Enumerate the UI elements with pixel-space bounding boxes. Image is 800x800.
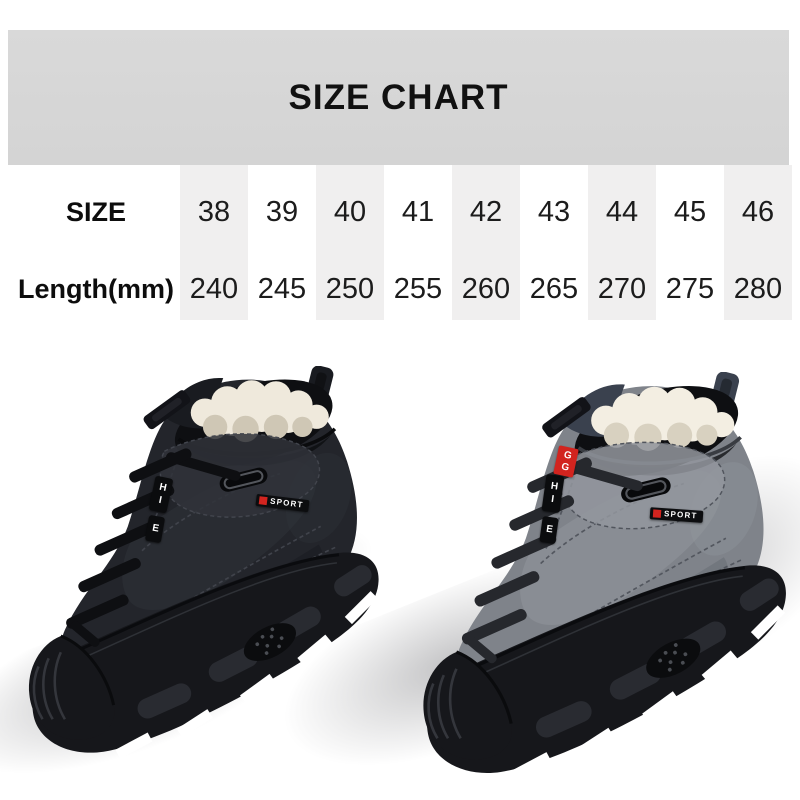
black-shoe-image xyxy=(14,366,400,772)
red-square-icon xyxy=(652,509,662,518)
length-value: 260 xyxy=(452,259,520,320)
size-value: 44 xyxy=(588,165,656,259)
grey-shoe-image xyxy=(408,372,800,793)
size-value: 39 xyxy=(265,195,299,228)
size-value: 46 xyxy=(724,165,792,259)
length-value: 240 xyxy=(180,259,248,320)
length-value: 255 xyxy=(393,273,443,305)
red-square-icon xyxy=(258,496,268,506)
length-value: 245 xyxy=(257,273,307,305)
size-value: 42 xyxy=(452,165,520,259)
size-value: 45 xyxy=(673,195,707,228)
size-value: 40 xyxy=(316,165,384,259)
length-value: 270 xyxy=(588,259,656,320)
page-title: SIZE CHART xyxy=(288,77,509,117)
row-label-size: SIZE xyxy=(65,196,126,227)
size-value: 41 xyxy=(401,195,435,228)
length-value: 280 xyxy=(724,259,792,320)
length-value: 275 xyxy=(665,273,715,305)
sport-label-text: SPORT xyxy=(269,496,305,510)
row-label-length: Length(mm) xyxy=(18,274,174,304)
title-banner: SIZE CHART xyxy=(8,30,789,165)
size-value: 38 xyxy=(180,165,248,259)
size-value: 43 xyxy=(537,195,571,228)
length-value: 250 xyxy=(316,259,384,320)
size-table: SIZE 38 39 40 41 42 43 44 45 46 Length(m… xyxy=(12,165,792,320)
length-value: 265 xyxy=(529,273,579,305)
sport-label-text: SPORT xyxy=(663,509,698,521)
